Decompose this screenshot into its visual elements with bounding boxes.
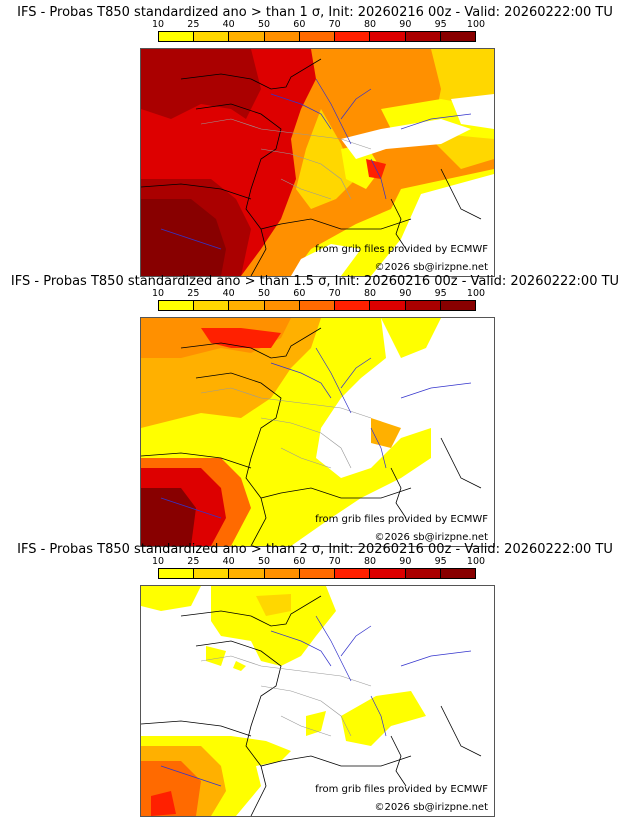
source-note: from grib files provided by ECMWF bbox=[315, 514, 488, 525]
forecast-panel-1-5sigma: IFS - Probas T850 standardized ano > tha… bbox=[0, 274, 630, 549]
colorbar-swatch bbox=[159, 569, 195, 578]
copyright-note: ©2026 sb@irizpne.net bbox=[374, 802, 488, 813]
map-graphic bbox=[141, 586, 494, 816]
colorbar-swatch bbox=[335, 301, 371, 310]
colorbar-tick-label: 100 bbox=[466, 288, 486, 299]
colorbar-swatch bbox=[299, 569, 336, 578]
colorbar-swatch bbox=[370, 301, 406, 310]
forecast-panel-1sigma: IFS - Probas T850 standardized ano > tha… bbox=[0, 5, 630, 280]
colorbar-tick-label: 40 bbox=[222, 19, 235, 30]
colorbar-swatch bbox=[264, 32, 300, 41]
probability-map: from grib files provided by ECMWF ©2026 … bbox=[140, 317, 495, 547]
panel-title: IFS - Probas T850 standardized ano > tha… bbox=[10, 274, 620, 289]
copyright-note: ©2026 sb@irizpne.net bbox=[374, 532, 488, 543]
colorbar-swatch bbox=[405, 301, 441, 310]
colorbar-tick-label: 40 bbox=[222, 288, 235, 299]
colorbar-tick-label: 25 bbox=[187, 556, 200, 567]
colorbar-swatch bbox=[229, 32, 265, 41]
colorbar-tick-label: 95 bbox=[434, 556, 447, 567]
colorbar-tick-label: 95 bbox=[434, 19, 447, 30]
colorbar-swatch bbox=[299, 32, 336, 41]
colorbar-swatch bbox=[440, 569, 475, 578]
copyright-note: ©2026 sb@irizpne.net bbox=[374, 262, 488, 273]
colorbar-tick-label: 60 bbox=[293, 556, 306, 567]
colorbar-swatch bbox=[440, 32, 475, 41]
colorbar-swatch bbox=[159, 32, 195, 41]
colorbar-tick-label: 90 bbox=[399, 556, 412, 567]
colorbar-swatch bbox=[229, 569, 265, 578]
colorbar-swatch bbox=[264, 569, 300, 578]
probability-map: from grib files provided by ECMWF ©2026 … bbox=[140, 585, 495, 817]
colorbar-swatch bbox=[405, 32, 441, 41]
colorbar-tick-label: 70 bbox=[328, 288, 341, 299]
colorbar-tick-label: 70 bbox=[328, 556, 341, 567]
colorbar-tick-label: 50 bbox=[257, 19, 271, 30]
colorbar-tick-label: 80 bbox=[363, 556, 377, 567]
colorbar-tick-label: 60 bbox=[293, 288, 306, 299]
colorbar-swatch bbox=[405, 569, 441, 578]
colorbar-swatch bbox=[335, 32, 371, 41]
colorbar-tick-label: 80 bbox=[363, 288, 377, 299]
colorbar-tick-label: 10 bbox=[151, 288, 165, 299]
panel-title: IFS - Probas T850 standardized ano > tha… bbox=[17, 5, 613, 20]
source-note: from grib files provided by ECMWF bbox=[315, 784, 488, 795]
map-graphic bbox=[141, 318, 494, 546]
colorbar-swatch bbox=[335, 569, 371, 578]
colorbar-swatch bbox=[299, 301, 336, 310]
colorbar-tick-label: 25 bbox=[187, 288, 200, 299]
colorbar-swatch bbox=[194, 569, 230, 578]
colorbar-swatch bbox=[229, 301, 265, 310]
colorbar-tick-label: 50 bbox=[257, 288, 271, 299]
colorbar-swatch bbox=[370, 569, 406, 578]
colorbar-tick-label: 70 bbox=[328, 19, 341, 30]
source-note: from grib files provided by ECMWF bbox=[315, 244, 488, 255]
probability-map: from grib files provided by ECMWF ©2026 … bbox=[140, 48, 495, 277]
colorbar-tick-label: 90 bbox=[399, 19, 412, 30]
colorbar-tick-label: 95 bbox=[434, 288, 447, 299]
colorbar-tick-label: 10 bbox=[151, 556, 165, 567]
colorbar-tick-label: 100 bbox=[466, 556, 486, 567]
colorbar bbox=[158, 31, 476, 42]
colorbar-tick-label: 100 bbox=[466, 19, 486, 30]
colorbar-tick-label: 40 bbox=[222, 556, 235, 567]
colorbar-swatch bbox=[440, 301, 475, 310]
colorbar-swatch bbox=[264, 301, 300, 310]
colorbar-tick-label: 25 bbox=[187, 19, 200, 30]
colorbar-swatch bbox=[370, 32, 406, 41]
panel-title: IFS - Probas T850 standardized ano > tha… bbox=[17, 542, 613, 557]
colorbar-labels: 10 25 40 50 60 70 80 90 95 100 bbox=[152, 19, 485, 30]
map-graphic bbox=[141, 49, 494, 276]
colorbar-swatch bbox=[194, 301, 230, 310]
colorbar-labels: 10 25 40 50 60 70 80 90 95 100 bbox=[152, 556, 485, 567]
colorbar-swatch bbox=[194, 32, 230, 41]
colorbar-tick-label: 90 bbox=[399, 288, 412, 299]
colorbar bbox=[158, 300, 476, 311]
colorbar-tick-label: 10 bbox=[151, 19, 165, 30]
colorbar-labels: 10 25 40 50 60 70 80 90 95 100 bbox=[152, 288, 485, 299]
colorbar-swatch bbox=[159, 301, 195, 310]
colorbar-tick-label: 80 bbox=[363, 19, 377, 30]
colorbar-tick-label: 60 bbox=[293, 19, 306, 30]
forecast-panel-2sigma: IFS - Probas T850 standardized ano > tha… bbox=[0, 542, 630, 822]
colorbar-tick-label: 50 bbox=[257, 556, 271, 567]
colorbar bbox=[158, 568, 476, 579]
